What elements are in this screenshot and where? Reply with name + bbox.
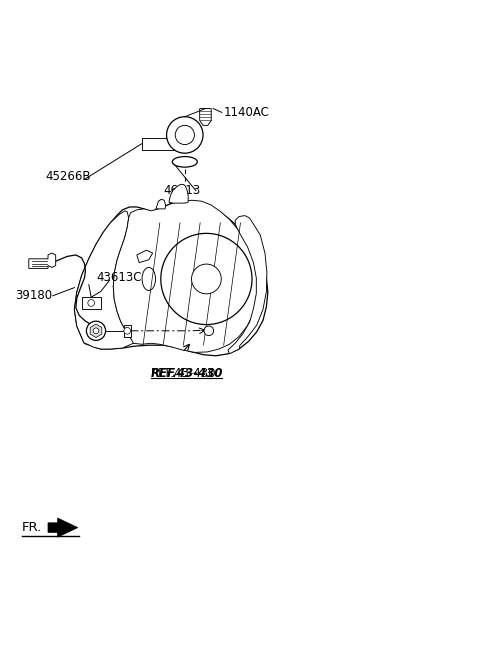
Polygon shape <box>137 250 153 263</box>
Polygon shape <box>169 185 188 203</box>
Ellipse shape <box>172 156 197 167</box>
Text: REF.43-430: REF.43-430 <box>151 366 216 379</box>
Text: FR.: FR. <box>22 521 42 534</box>
Polygon shape <box>90 324 102 338</box>
Circle shape <box>167 117 203 153</box>
Text: REF.43-430: REF.43-430 <box>151 366 224 379</box>
Circle shape <box>88 300 95 306</box>
Polygon shape <box>82 297 101 308</box>
Polygon shape <box>74 211 134 349</box>
Circle shape <box>86 321 106 340</box>
Ellipse shape <box>142 267 156 291</box>
Circle shape <box>161 233 252 325</box>
Text: 45266B: 45266B <box>46 170 91 183</box>
Circle shape <box>93 328 99 334</box>
Polygon shape <box>156 200 166 209</box>
Text: 39180: 39180 <box>15 289 52 303</box>
Polygon shape <box>200 109 211 125</box>
Polygon shape <box>74 201 268 356</box>
Circle shape <box>204 326 214 336</box>
Polygon shape <box>228 216 267 354</box>
Polygon shape <box>29 253 56 269</box>
Polygon shape <box>48 518 78 537</box>
Polygon shape <box>124 325 131 336</box>
Polygon shape <box>113 200 258 352</box>
Circle shape <box>175 125 194 145</box>
Text: 46513: 46513 <box>163 184 201 197</box>
Circle shape <box>124 327 131 334</box>
Text: 43613C: 43613C <box>96 271 142 284</box>
Ellipse shape <box>192 264 221 294</box>
Text: 1140AC: 1140AC <box>223 106 269 119</box>
